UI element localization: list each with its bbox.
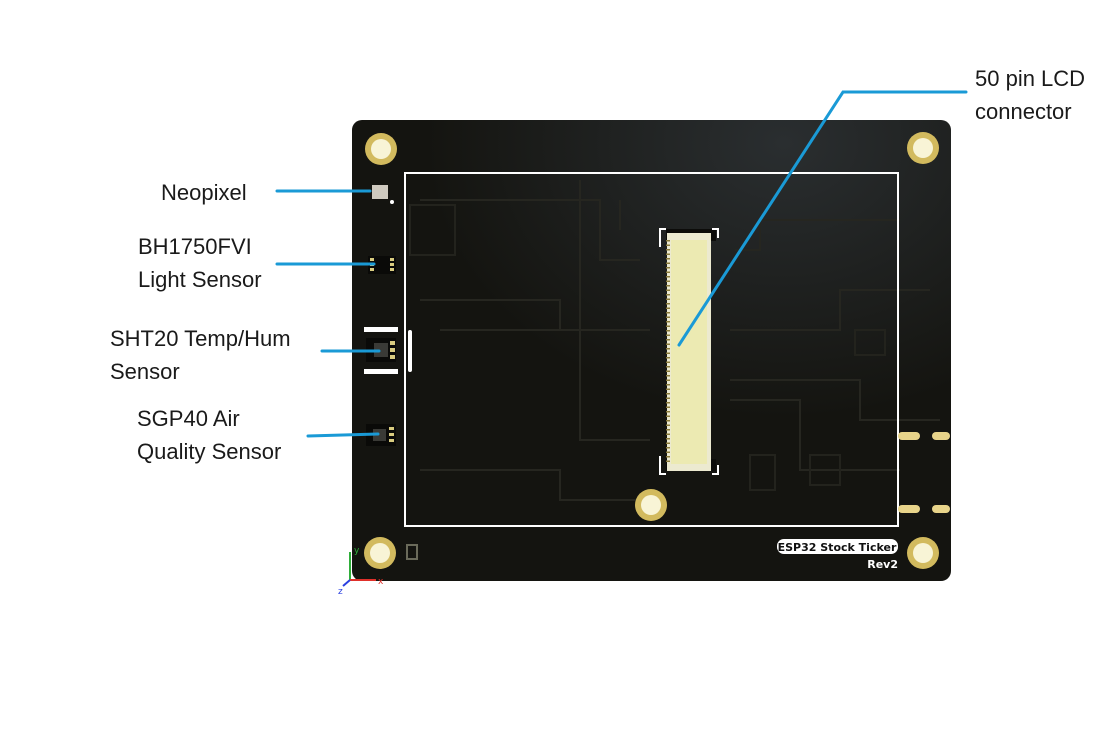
callout-light-sensor: BH1750FVI Light Sensor — [138, 230, 262, 296]
temp-hum-sensor-chip — [364, 327, 412, 374]
axis-x-label: x — [378, 577, 384, 587]
neopixel-led — [372, 185, 394, 204]
callout-air-quality-sensor: SGP40 Air Quality Sensor — [137, 402, 281, 468]
edge-pads — [898, 432, 950, 513]
callout-lcd-connector: 50 pin LCD connector — [975, 62, 1085, 128]
callout-light-sensor-line2: Light Sensor — [138, 267, 262, 292]
callout-lines — [275, 90, 968, 438]
callout-neopixel: Neopixel — [161, 176, 247, 209]
callout-temp-hum-line2: Sensor — [110, 359, 180, 384]
callout-temp-hum-line1: SHT20 Temp/Hum — [110, 326, 291, 351]
callout-neopixel-line1: Neopixel — [161, 180, 247, 205]
axis-y-label: y — [354, 546, 360, 556]
callout-line-air-quality — [306, 432, 380, 438]
callout-temp-hum-sensor: SHT20 Temp/Hum Sensor — [110, 322, 291, 388]
callout-light-sensor-line1: BH1750FVI — [138, 234, 252, 259]
callout-lcd-line1: 50 pin LCD — [975, 66, 1086, 91]
callout-line-lcd — [677, 90, 968, 347]
pcb-board — [352, 120, 951, 581]
axis-z-label: z — [338, 587, 343, 597]
revision-label: Rev2 — [867, 558, 898, 571]
pcb-ghost-components — [409, 204, 886, 491]
lcd-outline — [404, 172, 899, 527]
silkscreen-title: ESP32 Stock Ticker — [778, 541, 897, 554]
pcb-traces — [420, 180, 940, 501]
axis-indicator: y x z — [338, 546, 384, 597]
silkscreen-mark — [406, 544, 418, 560]
callout-air-quality-line1: SGP40 Air — [137, 406, 240, 431]
callout-lcd-line2: connector — [975, 99, 1072, 124]
silkscreen-title-badge — [777, 539, 898, 554]
callout-air-quality-line2: Quality Sensor — [137, 439, 282, 464]
mounting-holes — [364, 132, 939, 569]
air-quality-sensor-chip — [366, 424, 396, 446]
lcd-connector — [659, 228, 719, 475]
